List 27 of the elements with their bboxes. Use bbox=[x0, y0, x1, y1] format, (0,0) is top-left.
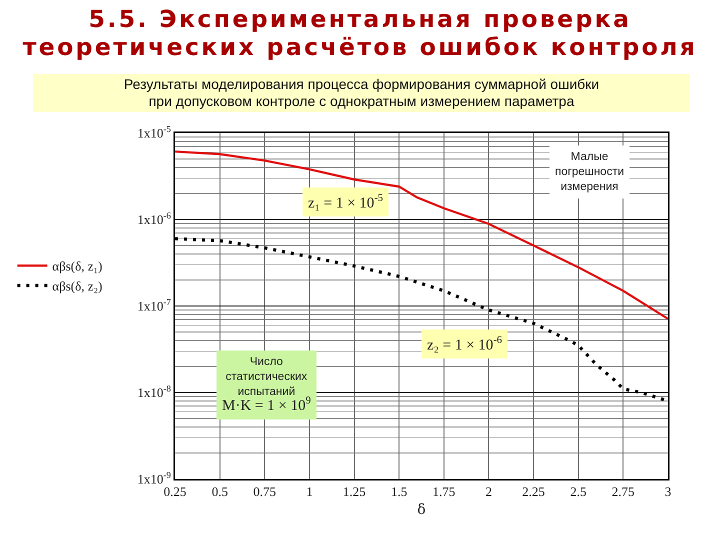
chart-title: 5.5. Экспериментальная проверка теоретических расчётов ошибок контроля bbox=[22, 5, 698, 61]
x-tick-label: 2.75 bbox=[612, 484, 635, 500]
y-tick-label: 1x10$^{-7}$ bbox=[137, 297, 172, 314]
annotation: z₁ = 1 × 10$^{-5}$ bbox=[308, 193, 384, 212]
legend-label: αβs(δ, z₂) bbox=[52, 278, 102, 294]
annotation: z₂ = 1 × 10$^{-6}$ bbox=[427, 335, 502, 354]
annotation: Число статистических испытаний M·K = 1 × 10$^{9}$ bbox=[222, 356, 311, 414]
x-tick-label: 1.5 bbox=[390, 484, 408, 500]
annotation: Малые погрешности измерения bbox=[555, 151, 624, 193]
y-tick-label: 1x10$^{-8}$ bbox=[137, 384, 172, 400]
x-tick-label: 3 bbox=[664, 484, 672, 500]
x-tick-label: 1 bbox=[306, 484, 313, 500]
x-tick-label: 2 bbox=[485, 484, 492, 500]
legend-label: αβs(δ, z₁) bbox=[52, 258, 102, 274]
x-tick-label: 1.75 bbox=[432, 484, 456, 500]
x-tick-label: 1.25 bbox=[342, 484, 366, 500]
x-axis-title: δ bbox=[417, 502, 426, 518]
x-tick-label: 2.5 bbox=[570, 484, 586, 500]
y-tick-label: 1x10$^{-5}$ bbox=[137, 124, 172, 141]
y-tick-label: 1x10$^{-6}$ bbox=[137, 210, 172, 228]
line-series bbox=[175, 150, 668, 320]
y-tick-label: 1x10$^{-9}$ bbox=[137, 470, 172, 487]
x-tick-label: 0.75 bbox=[253, 484, 276, 500]
x-tick-label: 2.25 bbox=[522, 484, 545, 500]
x-tick-label: 0.25 bbox=[164, 484, 186, 500]
x-tick-label: 0.5 bbox=[212, 484, 228, 500]
chart-subtitle: Результаты моделирования процесса формирования суммарной ошибки при допусковом контроле с однократным измерением параметра bbox=[33, 74, 690, 112]
